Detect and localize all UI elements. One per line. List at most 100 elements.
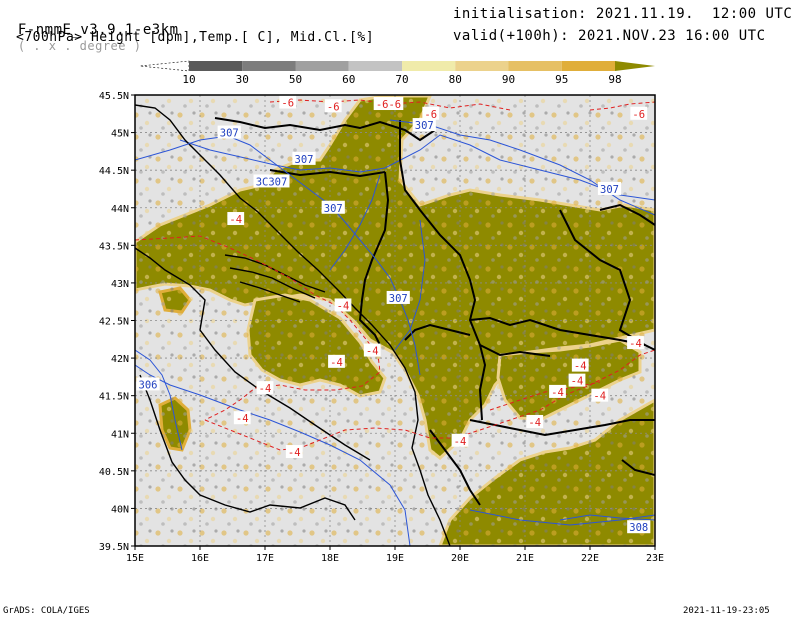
- temp-contour-label: -6-6: [376, 99, 401, 111]
- height-contour-label-bg: [217, 125, 241, 139]
- temp-contour-label-bg: [591, 388, 609, 402]
- colorbar-label: 98: [608, 73, 621, 86]
- colorbar-high-end: [615, 61, 655, 71]
- colorbar-label: 70: [395, 73, 408, 86]
- lat-label: 41N: [111, 429, 129, 440]
- temp-contour-label-bg: [324, 99, 342, 113]
- temp-contour-label-bg: [451, 433, 469, 447]
- height-contour-label: 307: [295, 154, 314, 166]
- lon-label: 23E: [646, 553, 664, 564]
- temp-contour-label: -4: [330, 357, 343, 369]
- temp-contour-label: -4: [366, 346, 379, 358]
- lat-label: 44N: [111, 204, 129, 215]
- height-contour-label: 3C307: [256, 176, 288, 188]
- coastlines: [135, 104, 451, 546]
- lat-label: 45N: [111, 129, 129, 140]
- colorbar-swatch: [508, 61, 562, 71]
- temp-contour-label: -6: [632, 109, 645, 121]
- height-contour-label: 307: [389, 293, 408, 305]
- colorbar: 10 30 50 60 70 80 90 95 98: [139, 60, 655, 86]
- temp-contour-label: -4: [454, 436, 467, 448]
- height-contour-label-bg: [627, 520, 651, 534]
- temp-contour-label: -6: [424, 109, 437, 121]
- temp-contour-label: -4: [337, 300, 350, 312]
- temp-contour-label: -4: [236, 413, 249, 425]
- temp-contour-label-bg: [363, 343, 381, 357]
- colorbar-swatch: [242, 61, 296, 71]
- lat-label: 44.5N: [99, 166, 129, 177]
- model-name: F-nmmE_v3.9.1-e3km: [17, 22, 179, 38]
- colorbar-swatch: [455, 61, 509, 71]
- temp-contour-label: -4: [574, 361, 587, 373]
- temp-contour-label-bg: [630, 106, 648, 120]
- lon-label: 17E: [256, 553, 274, 564]
- unit-note: ( . x . degree ): [17, 39, 142, 53]
- temp-contour-label-bg: [549, 384, 566, 398]
- colorbar-label: 10: [182, 73, 195, 86]
- lat-label: 40N: [111, 504, 129, 515]
- colorbar-swatch: [189, 61, 243, 71]
- temp-contour-label: -4: [571, 376, 584, 388]
- colorbar-swatch: [402, 61, 456, 71]
- height-contour-label: 306: [139, 379, 158, 391]
- temp-contour-label-bg: [568, 373, 586, 387]
- lon-label: 16E: [191, 553, 209, 564]
- temp-contour-label-bg: [285, 445, 303, 459]
- height-contour-label-bg: [386, 290, 410, 304]
- temp-contour-label-bg: [526, 414, 544, 428]
- lat-label: 41.5N: [99, 392, 129, 403]
- temp-contour-label-bg: [328, 354, 345, 368]
- lat-label: 39.5N: [99, 542, 129, 553]
- footer-timestamp: 2021-11-19-23:05: [683, 606, 770, 616]
- lat-label: 45.5N: [99, 91, 129, 102]
- temp-contour-label: -4: [259, 383, 272, 395]
- height-contour-label-bg: [412, 118, 436, 132]
- height-contour-label-bg: [253, 174, 290, 188]
- model-title: F-nmmE_v3.9.1-e3km ( . x . degree ): [0, 6, 179, 54]
- colorbar-swatch: [348, 61, 402, 71]
- temp-contour-label-bg: [627, 336, 644, 350]
- height-contour-label: 308: [629, 522, 648, 534]
- height-contour-label: 307: [220, 128, 239, 140]
- colorbar-label: 60: [342, 73, 355, 86]
- colorbar-label: 90: [502, 73, 515, 86]
- lat-label: 40.5N: [99, 467, 129, 478]
- lon-label: 22E: [581, 553, 599, 564]
- colorbar-label: 50: [289, 73, 302, 86]
- lat-label: 43N: [111, 279, 129, 290]
- temp-contour-label: -4: [593, 391, 606, 403]
- temp-contour-label-bg: [571, 358, 589, 372]
- temp-contour-label: -4: [551, 387, 564, 399]
- temp-contour-label-bg: [334, 298, 352, 312]
- temp-contour-label: -6: [327, 101, 340, 113]
- height-contour-label: 307: [600, 184, 619, 196]
- colorbar-label: 80: [449, 73, 462, 86]
- lon-label: 18E: [321, 553, 339, 564]
- colorbar-swatch: [561, 61, 615, 71]
- height-contour-label-bg: [292, 151, 316, 165]
- colorbar-label: 95: [555, 73, 568, 86]
- temp-contour-label: -4: [288, 447, 301, 459]
- height-contour-label-bg: [321, 200, 345, 214]
- footer-credit: GrADS: COLA/IGES: [3, 606, 90, 616]
- field-description: <700hPa> Height [dpm],Temp.[ C], Mid.Cl.…: [16, 30, 375, 45]
- colorbar-swatch: [295, 61, 349, 71]
- lon-label: 20E: [451, 553, 469, 564]
- height-contour-label: 307: [415, 120, 434, 132]
- temp-contour-label: -6: [281, 98, 294, 110]
- height-contour-label-bg: [597, 181, 622, 195]
- temp-contour-label: -4: [629, 338, 642, 350]
- country-borders: [214, 117, 655, 506]
- river-italy: [135, 364, 411, 546]
- init-time: initialisation: 2021.11.19. 12:00 UTC: [453, 6, 793, 22]
- lat-label: 42.5N: [99, 317, 129, 328]
- lon-label: 19E: [386, 553, 404, 564]
- colorbar-label: 30: [236, 73, 249, 86]
- river-drina: [329, 174, 381, 271]
- temp-contour-label-bg: [233, 411, 251, 425]
- axis-labels: 45.5N 45N 44.5N 44N 43.5N 43N 42.5N 42N 41.5N 41N…: [99, 91, 664, 564]
- height-contour-label-bg: [136, 377, 160, 391]
- temp-contour-label: -4: [229, 214, 242, 226]
